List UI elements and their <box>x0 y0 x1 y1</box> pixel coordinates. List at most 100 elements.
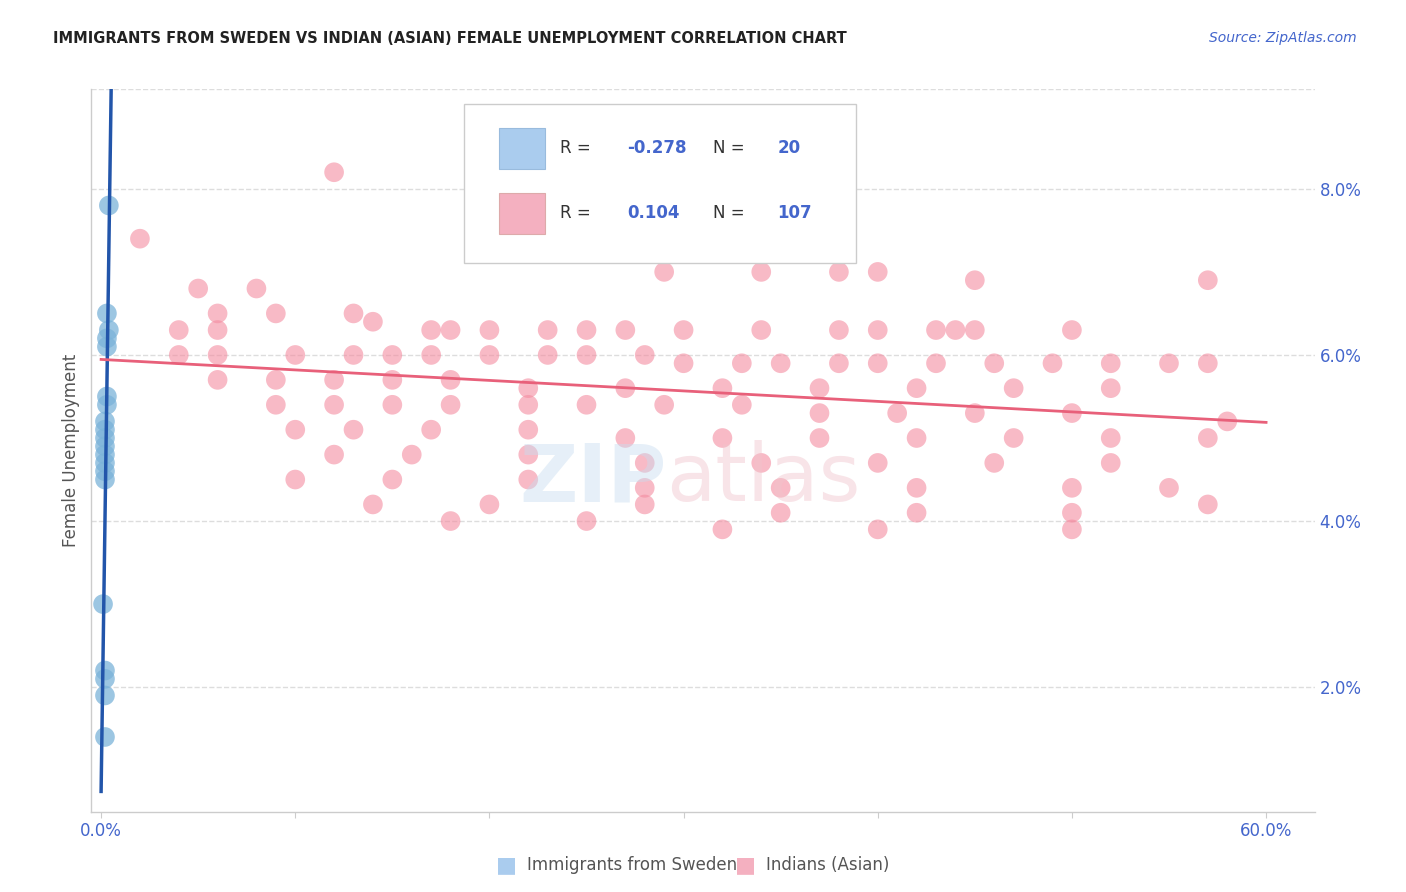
Point <box>808 381 831 395</box>
Point <box>478 323 501 337</box>
Point <box>381 473 404 487</box>
Point <box>575 348 598 362</box>
FancyBboxPatch shape <box>499 128 546 169</box>
Point <box>94 473 117 487</box>
Point <box>94 414 117 428</box>
Point <box>1099 356 1122 370</box>
Point <box>866 356 889 370</box>
Point <box>866 265 889 279</box>
Point <box>614 431 637 445</box>
Point <box>207 323 229 337</box>
Point <box>517 423 540 437</box>
Text: 20: 20 <box>778 139 801 158</box>
Point <box>439 514 461 528</box>
Point <box>94 664 117 678</box>
Point <box>439 373 461 387</box>
Point <box>167 348 190 362</box>
Point <box>96 340 118 354</box>
Point <box>420 323 443 337</box>
Point <box>1157 481 1180 495</box>
Y-axis label: Female Unemployment: Female Unemployment <box>62 354 80 547</box>
Point <box>672 356 695 370</box>
Text: N =: N = <box>713 139 749 158</box>
Text: N =: N = <box>713 204 749 222</box>
Point <box>1060 406 1083 420</box>
Point <box>634 348 657 362</box>
Point <box>342 306 364 320</box>
Point <box>711 431 734 445</box>
Point <box>672 323 695 337</box>
Text: Source: ZipAtlas.com: Source: ZipAtlas.com <box>1209 31 1357 45</box>
Point <box>91 597 114 611</box>
Point <box>731 356 754 370</box>
Point <box>749 323 772 337</box>
Point <box>94 431 117 445</box>
Point <box>1060 522 1083 536</box>
Point <box>537 323 560 337</box>
Point <box>963 273 986 287</box>
Point <box>866 522 889 536</box>
Text: R =: R = <box>560 139 596 158</box>
Point <box>97 323 120 337</box>
Point <box>963 323 986 337</box>
Point <box>342 423 364 437</box>
Point <box>1042 356 1064 370</box>
Point <box>537 348 560 362</box>
Point <box>284 423 307 437</box>
Point <box>1002 431 1025 445</box>
Point <box>207 348 229 362</box>
Point <box>517 240 540 254</box>
Point <box>1216 414 1239 428</box>
Point <box>866 323 889 337</box>
Point <box>711 522 734 536</box>
Text: atlas: atlas <box>666 441 860 518</box>
Point <box>749 456 772 470</box>
Point <box>731 398 754 412</box>
FancyBboxPatch shape <box>499 194 546 234</box>
Point <box>808 406 831 420</box>
Point <box>652 265 675 279</box>
Point <box>381 398 404 412</box>
Point <box>96 306 118 320</box>
Point <box>517 448 540 462</box>
Point <box>207 373 229 387</box>
Point <box>517 398 540 412</box>
Point <box>361 315 384 329</box>
Point <box>711 381 734 395</box>
Point <box>264 398 287 412</box>
Point <box>517 381 540 395</box>
Point <box>769 356 792 370</box>
Point <box>575 514 598 528</box>
Point <box>769 481 792 495</box>
Point <box>652 398 675 412</box>
Point <box>129 232 152 246</box>
Text: ■: ■ <box>735 855 755 875</box>
Point <box>575 323 598 337</box>
Point <box>167 323 190 337</box>
Text: Immigrants from Sweden: Immigrants from Sweden <box>527 856 737 874</box>
Point <box>575 398 598 412</box>
Point <box>905 381 928 395</box>
Text: IMMIGRANTS FROM SWEDEN VS INDIAN (ASIAN) FEMALE UNEMPLOYMENT CORRELATION CHART: IMMIGRANTS FROM SWEDEN VS INDIAN (ASIAN)… <box>53 31 848 46</box>
Text: -0.278: -0.278 <box>627 139 686 158</box>
Point <box>1099 381 1122 395</box>
Point <box>94 464 117 478</box>
Point <box>94 439 117 453</box>
Point <box>925 323 948 337</box>
Point <box>866 456 889 470</box>
Point <box>614 381 637 395</box>
Text: R =: R = <box>560 204 596 222</box>
Point <box>634 498 657 512</box>
Point <box>614 323 637 337</box>
Point <box>323 448 346 462</box>
Point <box>905 506 928 520</box>
Point <box>97 198 120 212</box>
Point <box>478 498 501 512</box>
Text: ZIP: ZIP <box>519 441 666 518</box>
Point <box>905 481 928 495</box>
Point <box>1157 356 1180 370</box>
Point <box>94 456 117 470</box>
Point <box>439 323 461 337</box>
Point <box>420 348 443 362</box>
Point <box>983 456 1005 470</box>
